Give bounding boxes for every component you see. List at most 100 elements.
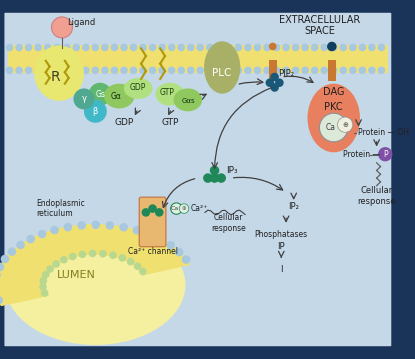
Bar bbox=[210, 64, 234, 81]
Circle shape bbox=[27, 235, 35, 243]
Text: PKC: PKC bbox=[325, 102, 343, 112]
Circle shape bbox=[349, 66, 356, 74]
Text: LUMEN: LUMEN bbox=[57, 270, 96, 280]
Circle shape bbox=[156, 235, 165, 244]
Circle shape bbox=[15, 66, 23, 74]
Text: Gαs: Gαs bbox=[182, 98, 195, 104]
Text: GTP: GTP bbox=[159, 88, 174, 97]
Polygon shape bbox=[29, 246, 155, 295]
Circle shape bbox=[244, 66, 252, 74]
Ellipse shape bbox=[34, 46, 84, 101]
Circle shape bbox=[51, 17, 73, 38]
Circle shape bbox=[63, 44, 71, 51]
Circle shape bbox=[99, 250, 107, 257]
Circle shape bbox=[139, 268, 146, 275]
Text: Gs: Gs bbox=[95, 90, 105, 99]
Circle shape bbox=[149, 44, 156, 51]
Circle shape bbox=[54, 44, 61, 51]
Text: I: I bbox=[280, 265, 283, 274]
Circle shape bbox=[139, 66, 147, 74]
Circle shape bbox=[63, 66, 71, 74]
Circle shape bbox=[0, 271, 1, 279]
Circle shape bbox=[148, 204, 157, 213]
Circle shape bbox=[179, 204, 189, 213]
Polygon shape bbox=[9, 233, 177, 303]
Circle shape bbox=[292, 66, 299, 74]
Circle shape bbox=[320, 66, 328, 74]
Text: IP₂: IP₂ bbox=[288, 202, 299, 211]
Circle shape bbox=[330, 66, 337, 74]
Circle shape bbox=[34, 66, 42, 74]
Circle shape bbox=[39, 277, 47, 284]
Circle shape bbox=[175, 248, 183, 256]
Circle shape bbox=[282, 66, 290, 74]
Circle shape bbox=[263, 44, 271, 51]
Circle shape bbox=[378, 147, 392, 162]
Circle shape bbox=[73, 44, 80, 51]
Circle shape bbox=[120, 44, 128, 51]
Circle shape bbox=[158, 44, 166, 51]
Circle shape bbox=[111, 44, 118, 51]
Circle shape bbox=[330, 44, 337, 51]
Circle shape bbox=[127, 258, 134, 265]
Circle shape bbox=[15, 44, 23, 51]
Circle shape bbox=[101, 44, 109, 51]
Text: GDP: GDP bbox=[130, 83, 146, 92]
Circle shape bbox=[177, 66, 185, 74]
Polygon shape bbox=[0, 225, 189, 306]
Circle shape bbox=[0, 263, 4, 271]
Circle shape bbox=[266, 78, 274, 87]
Circle shape bbox=[38, 230, 46, 238]
Circle shape bbox=[111, 66, 118, 74]
Text: Ligand: Ligand bbox=[67, 18, 95, 27]
Circle shape bbox=[269, 43, 276, 50]
Circle shape bbox=[50, 226, 59, 234]
Text: Gα: Gα bbox=[111, 92, 122, 101]
Circle shape bbox=[182, 255, 190, 264]
Circle shape bbox=[34, 44, 42, 51]
Circle shape bbox=[339, 44, 347, 51]
Circle shape bbox=[142, 208, 150, 217]
Circle shape bbox=[378, 66, 385, 74]
Text: ⊕: ⊕ bbox=[342, 122, 348, 128]
Circle shape bbox=[133, 226, 141, 234]
Circle shape bbox=[134, 262, 142, 270]
Text: EXTRACELLULAR
SPACE: EXTRACELLULAR SPACE bbox=[279, 15, 360, 36]
Text: IP₃: IP₃ bbox=[226, 166, 237, 175]
Text: Protein — OH: Protein — OH bbox=[358, 128, 409, 137]
Circle shape bbox=[359, 66, 366, 74]
Circle shape bbox=[78, 251, 86, 258]
Text: Ca: Ca bbox=[171, 206, 178, 211]
Circle shape bbox=[92, 66, 99, 74]
Circle shape bbox=[63, 223, 72, 232]
Circle shape bbox=[339, 66, 347, 74]
Circle shape bbox=[54, 66, 61, 74]
Circle shape bbox=[73, 88, 94, 109]
Text: β: β bbox=[93, 107, 98, 116]
Text: P: P bbox=[383, 150, 388, 159]
Circle shape bbox=[206, 44, 214, 51]
Circle shape bbox=[77, 221, 86, 230]
Circle shape bbox=[41, 289, 49, 297]
Text: PLC: PLC bbox=[212, 68, 232, 78]
Circle shape bbox=[91, 220, 100, 229]
Text: GTP: GTP bbox=[161, 118, 178, 127]
Text: Cellular
response: Cellular response bbox=[212, 213, 246, 233]
Circle shape bbox=[225, 66, 233, 74]
Circle shape bbox=[129, 66, 137, 74]
Text: Protein —: Protein — bbox=[343, 150, 381, 159]
Circle shape bbox=[187, 66, 195, 74]
Ellipse shape bbox=[104, 84, 134, 108]
Ellipse shape bbox=[124, 78, 153, 99]
Circle shape bbox=[120, 223, 128, 232]
Circle shape bbox=[82, 44, 90, 51]
Circle shape bbox=[145, 230, 154, 239]
Circle shape bbox=[6, 44, 13, 51]
Circle shape bbox=[0, 296, 3, 305]
Ellipse shape bbox=[46, 255, 145, 315]
Text: R: R bbox=[51, 70, 60, 84]
Circle shape bbox=[244, 44, 252, 51]
FancyBboxPatch shape bbox=[139, 197, 166, 247]
Circle shape bbox=[311, 66, 318, 74]
Circle shape bbox=[1, 255, 9, 263]
